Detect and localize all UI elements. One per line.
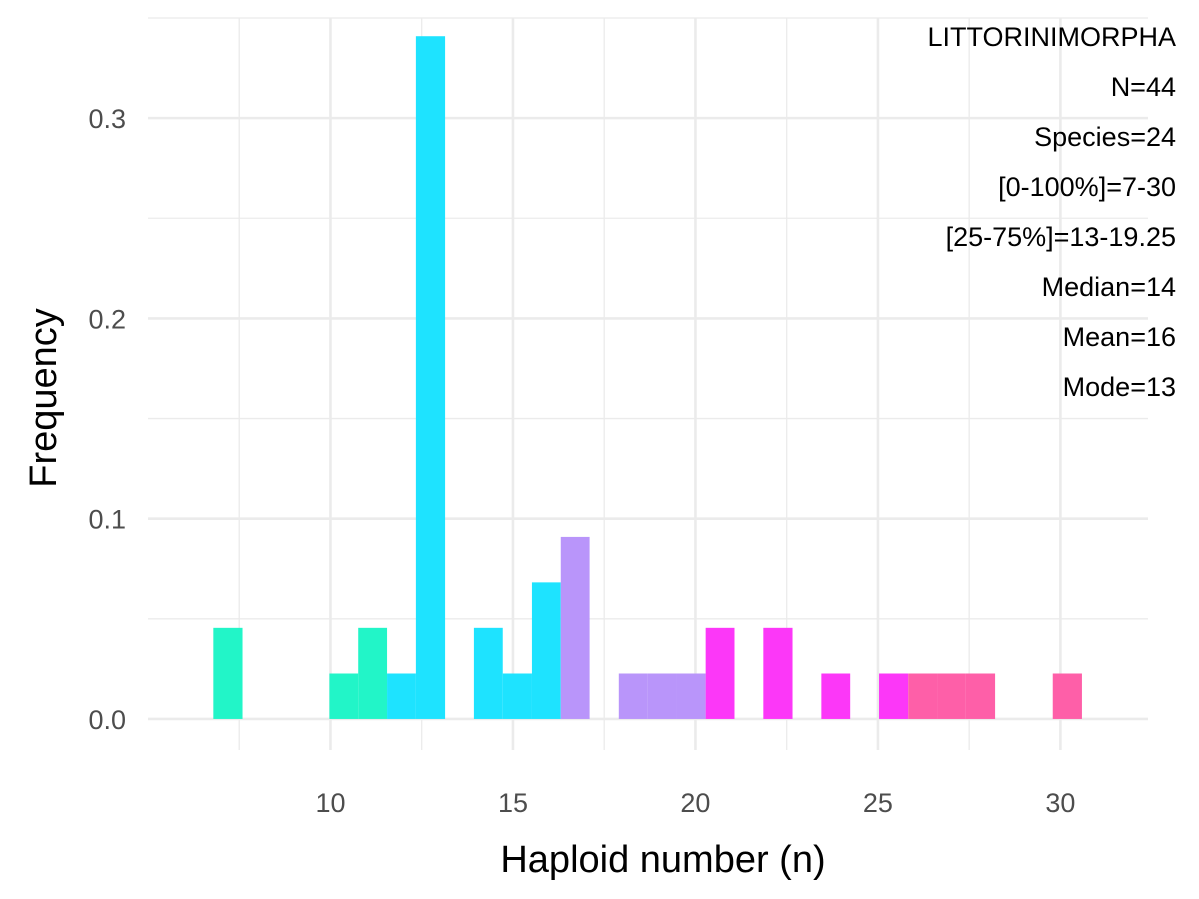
annotation-line: [0-100%]=7-30 [998,172,1176,202]
histogram-bar [560,536,590,719]
x-tick-label: 10 [315,788,345,818]
histogram-bar [387,673,416,719]
histogram-bars [213,36,1082,719]
histogram-bar [473,627,503,719]
y-axis-title: Frequency [23,308,65,488]
annotation-line: LITTORINIMORPHA [927,22,1176,52]
x-axis-tick-labels: 10 15 20 25 30 [315,788,1075,818]
histogram-bar [502,673,532,719]
y-tick-label: 0.1 [88,505,126,535]
histogram-bar [358,627,388,719]
minor-gridlines [148,17,1148,750]
histogram-bar [965,673,996,719]
histogram-bar [937,673,966,719]
y-tick-label: 0.3 [88,104,126,134]
x-tick-label: 25 [863,788,893,818]
histogram-bar [879,673,909,719]
y-axis-tick-labels: 0.0 0.1 0.2 0.3 [88,104,126,735]
x-tick-label: 15 [498,788,528,818]
major-gridlines [148,18,1148,750]
histogram-bar [763,627,793,719]
histogram-bar [415,36,446,719]
histogram-bar [705,627,735,719]
annotation-line: [25-75%]=13-19.25 [946,222,1176,252]
annotation-line: Median=14 [1042,272,1176,302]
histogram-bar [647,673,677,719]
annotation-line: N=44 [1111,72,1176,102]
x-tick-label: 30 [1045,788,1075,818]
histogram-bar [329,673,359,719]
histogram-bar [908,673,938,719]
histogram-bar [1052,673,1082,719]
x-axis-title: Haploid number (n) [500,839,825,881]
histogram-bar [531,582,561,719]
annotation-line: Species=24 [1034,122,1176,152]
histogram-bar [821,673,851,719]
summary-statistics-annotation: LITTORINIMORPHA N=44 Species=24 [0-100%]=7-… [927,22,1176,402]
x-tick-label: 20 [680,788,710,818]
histogram-bar [676,673,706,719]
y-tick-label: 0.0 [88,705,126,735]
y-tick-label: 0.2 [88,304,126,334]
annotation-line: Mean=16 [1063,322,1176,352]
histogram-bar [618,673,648,719]
annotation-line: Mode=13 [1063,372,1176,402]
histogram-bar [213,627,243,719]
